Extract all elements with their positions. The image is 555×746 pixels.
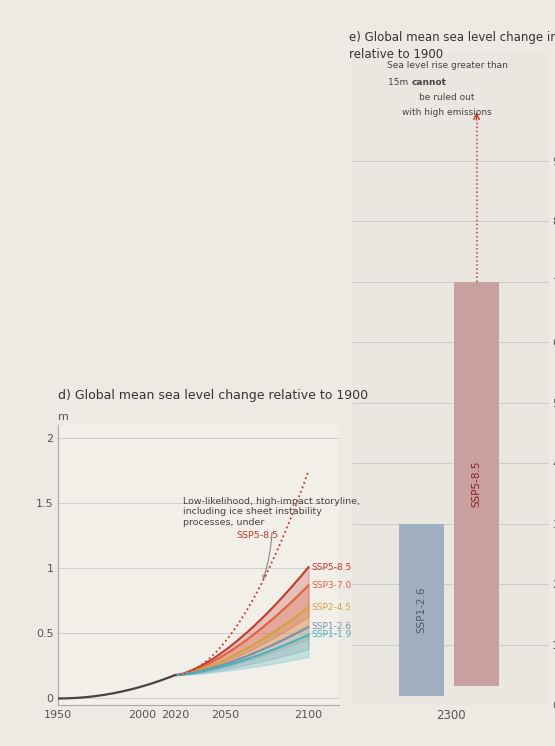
Text: cannot: cannot [412, 78, 447, 87]
Text: SSP5-8.5: SSP5-8.5 [311, 562, 351, 571]
Text: SSP5-8.5: SSP5-8.5 [472, 460, 482, 507]
Text: be ruled out: be ruled out [419, 93, 475, 102]
Text: d) Global mean sea level change relative to 1900: d) Global mean sea level change relative… [58, 389, 369, 402]
Text: SSP3-7.0: SSP3-7.0 [311, 581, 351, 590]
Text: Sea level rise greater than: Sea level rise greater than [387, 61, 507, 70]
Text: SSP2-4.5: SSP2-4.5 [311, 603, 351, 612]
Text: m: m [58, 412, 69, 422]
Text: SSP1-1.9: SSP1-1.9 [311, 630, 351, 639]
Text: 15m: 15m [388, 78, 412, 87]
Text: with high emissions: with high emissions [402, 108, 492, 117]
Text: SSP1-2.6: SSP1-2.6 [311, 622, 351, 631]
Text: SSP5-8.5: SSP5-8.5 [236, 531, 278, 540]
Text: Low-likelihood, high-impact storyline,
including ice sheet instability
processes: Low-likelihood, high-impact storyline, i… [183, 497, 360, 579]
Text: SSP1-2.6: SSP1-2.6 [416, 586, 426, 633]
Text: e) Global mean sea level change in 2300
relative to 1900: e) Global mean sea level change in 2300 … [349, 31, 555, 61]
Bar [398, 524, 444, 696]
Bar [454, 282, 499, 686]
